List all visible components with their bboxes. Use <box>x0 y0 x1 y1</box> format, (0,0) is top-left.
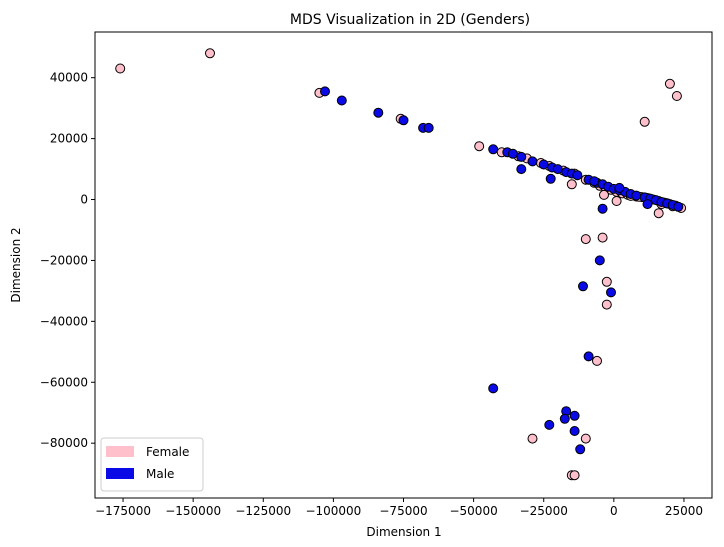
y-tick-label: −20000 <box>40 253 88 267</box>
data-point-female <box>601 299 612 310</box>
data-point-female <box>653 208 664 219</box>
y-tick-label: −40000 <box>40 314 88 328</box>
data-point-female <box>671 91 682 101</box>
data-point-male <box>575 444 586 455</box>
y-axis: −80000 −60000 −40000 −20000 0 20000 40000 <box>40 71 95 450</box>
data-point-male <box>398 115 409 126</box>
data-point-female <box>580 433 591 444</box>
data-point-female <box>580 234 591 245</box>
data-point-male <box>527 156 538 167</box>
data-point-female <box>601 276 612 287</box>
plot-frame <box>94 31 713 499</box>
data-point-female <box>639 116 650 127</box>
x-tick-label: −175000 <box>95 504 151 518</box>
data-point-male <box>336 95 347 106</box>
data-point-male <box>572 170 583 181</box>
data-point-female <box>611 196 622 206</box>
data-point-male <box>589 176 600 187</box>
data-point-male <box>552 164 563 175</box>
data-point-male <box>594 255 605 266</box>
data-point-male <box>597 203 608 214</box>
data-point-male <box>606 287 616 298</box>
data-point-male <box>642 199 653 210</box>
x-tick-label: 0 <box>610 504 618 518</box>
legend-swatch-female <box>106 446 134 457</box>
data-point-male <box>516 151 527 162</box>
data-point-male <box>488 144 499 155</box>
data-point-female <box>592 355 602 366</box>
data-point-male <box>507 148 518 159</box>
data-point-female <box>664 78 675 89</box>
data-point-female <box>527 433 538 444</box>
x-tick-label: −25000 <box>520 504 568 518</box>
data-point-male <box>320 86 330 97</box>
points-layer <box>115 48 687 481</box>
legend-label-male: Male <box>146 467 174 481</box>
y-tick-label: 40000 <box>50 71 88 85</box>
legend-swatch-male <box>106 468 134 479</box>
y-tick-label: −60000 <box>40 375 88 389</box>
data-point-male <box>569 426 580 436</box>
data-point-male <box>373 107 384 118</box>
legend: Female Male <box>100 437 204 492</box>
x-axis: −175000 −150000 −125000 −100000 −75000 −50000… <box>95 498 703 518</box>
data-point-female <box>205 48 215 59</box>
x-tick-label: −75000 <box>379 504 427 518</box>
x-tick-label: 25000 <box>665 504 703 518</box>
data-point-male <box>545 173 556 184</box>
chart-title: MDS Visualization in 2D (Genders) <box>290 12 530 28</box>
x-axis-title: Dimension 1 <box>366 525 441 539</box>
x-tick-label: −150000 <box>165 504 221 518</box>
data-point-male <box>538 159 549 170</box>
data-point-male <box>614 182 625 193</box>
data-point-male <box>673 201 684 212</box>
data-point-female <box>115 63 126 74</box>
y-tick-label: 0 <box>80 193 88 207</box>
data-point-male <box>583 351 594 362</box>
x-tick-label: −125000 <box>235 504 291 518</box>
data-point-female <box>566 179 577 190</box>
data-point-male <box>578 281 588 292</box>
data-point-male <box>544 419 555 430</box>
y-tick-label: 20000 <box>50 132 88 146</box>
data-point-male <box>423 122 434 133</box>
data-point-female <box>599 189 609 200</box>
legend-label-female: Female <box>146 445 189 459</box>
data-point-male <box>631 190 642 201</box>
y-axis-title: Dimension 2 <box>9 227 23 302</box>
data-point-male <box>569 410 580 421</box>
data-point-male <box>516 164 527 175</box>
x-tick-label: −50000 <box>449 504 497 518</box>
x-tick-label: −100000 <box>305 504 361 518</box>
y-tick-label: −80000 <box>40 436 88 450</box>
data-point-female <box>597 232 608 243</box>
data-point-male <box>488 383 499 394</box>
data-point-female <box>474 141 485 152</box>
data-point-female <box>569 470 580 481</box>
data-point-male <box>559 413 570 424</box>
